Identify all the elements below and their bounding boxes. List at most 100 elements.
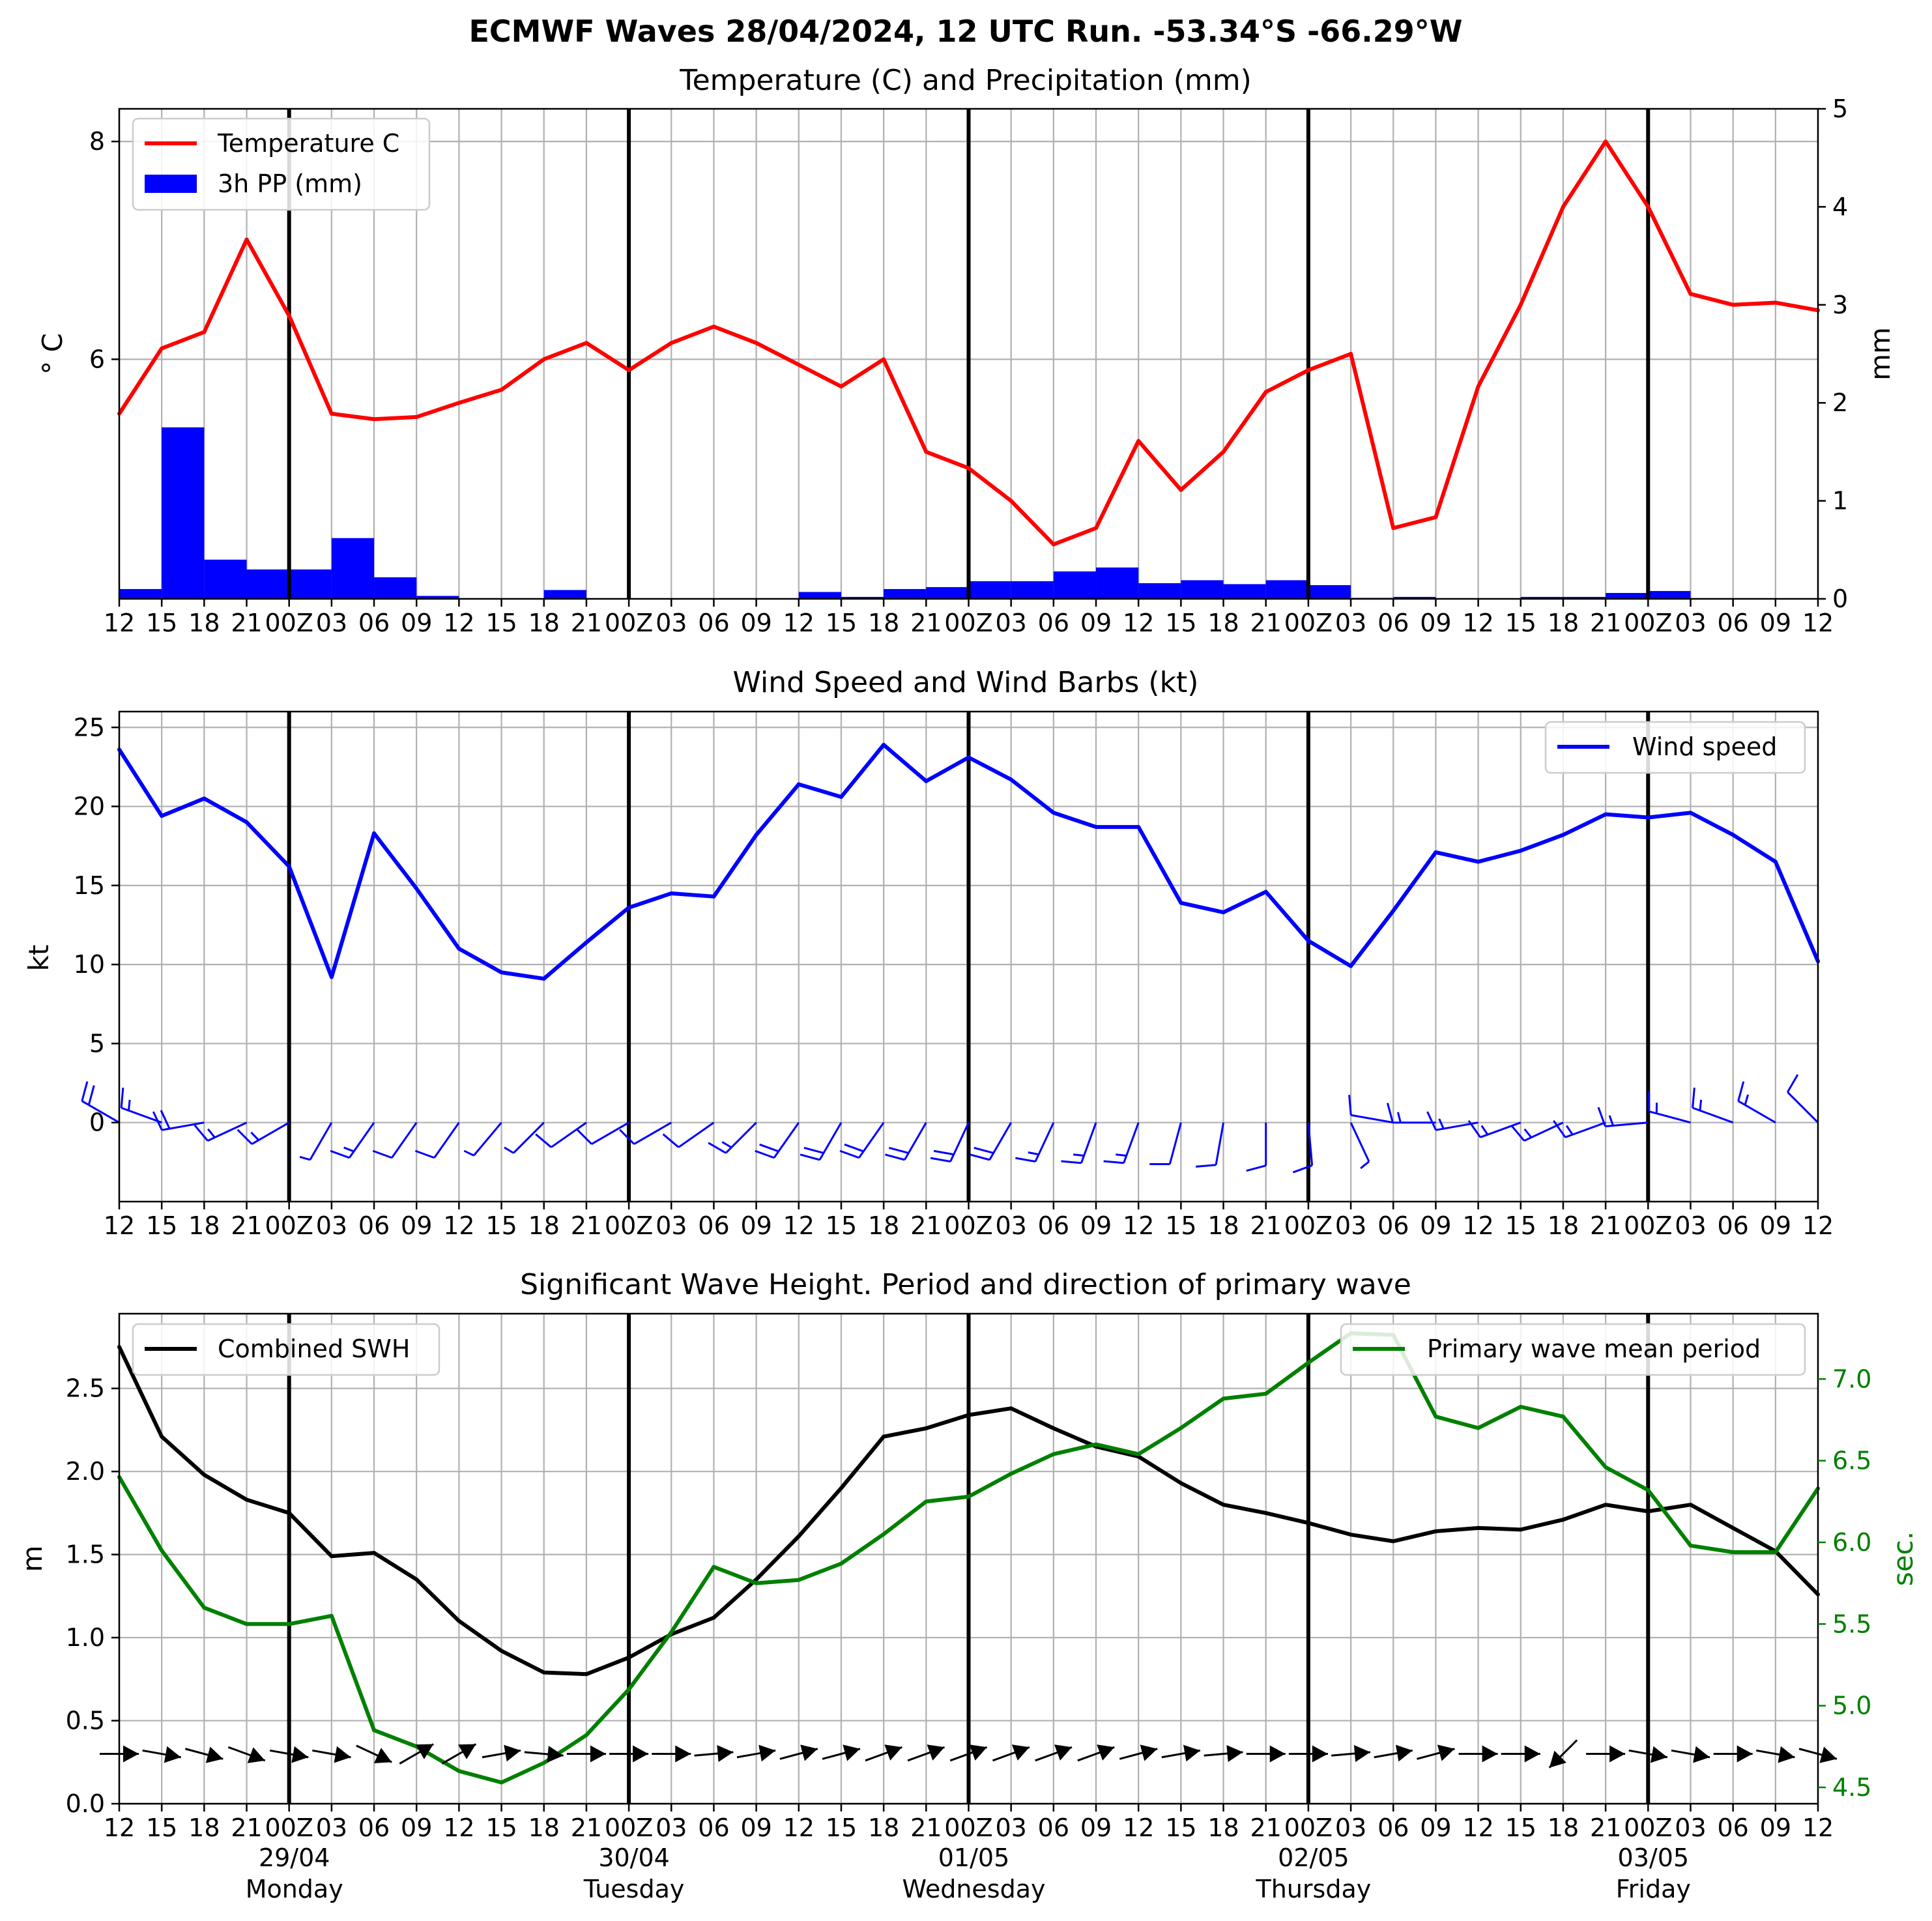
wind-barb-staff xyxy=(988,1121,1012,1161)
wind-barb-flag xyxy=(755,1149,775,1159)
swh-legend: Combined SWH xyxy=(132,1323,440,1376)
wind-speed-point xyxy=(1306,938,1310,943)
x-tick-label: 06 xyxy=(1717,1813,1748,1842)
arrow-head xyxy=(633,1745,649,1763)
precip-bar xyxy=(798,592,841,599)
y-tick-label: 2 xyxy=(1832,388,1848,417)
temperature-point xyxy=(712,325,716,329)
wind-barb-flag xyxy=(884,1153,905,1161)
wave-direction-arrow xyxy=(524,1746,564,1763)
wind-barb-staff xyxy=(348,1121,375,1159)
wind-panel: Wind Speed and Wind Barbs (kt) 0 5 10 15 20 2… xyxy=(23,666,1834,1240)
x-tick-label: 15 xyxy=(826,1211,857,1240)
swh-point xyxy=(754,1577,758,1582)
wind-barb xyxy=(1246,1122,1267,1172)
legend-box xyxy=(1340,1323,1806,1376)
legend-wind-label: Wind speed xyxy=(1632,732,1777,761)
wave-direction-arrow xyxy=(822,1744,861,1761)
swh-point xyxy=(287,1510,291,1515)
wind-barb-flag xyxy=(933,1149,954,1156)
x-tick-label: 15 xyxy=(485,609,517,637)
wind-barb-half-flag xyxy=(1396,1112,1402,1123)
x-tick-label: 09 xyxy=(1080,609,1112,637)
wind-barb-flag xyxy=(619,1129,635,1145)
wave-direction-arrow xyxy=(865,1744,902,1762)
swh-point xyxy=(584,1672,588,1677)
period-point xyxy=(1731,1550,1735,1554)
period-point xyxy=(882,1532,886,1537)
x-tick-label: 03 xyxy=(316,609,347,637)
y-tick-label: 6.5 xyxy=(1832,1447,1871,1475)
x-tick-label: 15 xyxy=(1165,1211,1196,1240)
wind-barb-staff xyxy=(949,1122,970,1163)
arrow-head xyxy=(1183,1744,1200,1762)
wind-barb-staff xyxy=(473,1121,502,1157)
arrow-head xyxy=(1819,1746,1837,1763)
wave-direction-arrow xyxy=(1501,1745,1540,1763)
x-tick-label: 06 xyxy=(1377,1813,1409,1842)
wave-direction-arrow xyxy=(482,1744,521,1762)
period-points xyxy=(117,1331,1820,1785)
x-tick-label: 15 xyxy=(146,1211,177,1240)
day-weekday-label: Wednesday xyxy=(902,1875,1045,1903)
swh-point xyxy=(1518,1527,1523,1532)
x-tick-label: 06 xyxy=(1717,1211,1748,1240)
wave-title: Significant Wave Height. Period and dire… xyxy=(520,1268,1411,1301)
arrow-head xyxy=(1140,1744,1158,1761)
day-labels: 29/04 Monday 30/04 Tuesday 01/05 Wednesday 02/… xyxy=(246,1843,1691,1903)
temperature-point xyxy=(457,401,461,405)
period-point xyxy=(1221,1396,1226,1401)
wind-speed-point xyxy=(287,864,291,869)
precip-bar xyxy=(1096,567,1139,599)
y-tick-label: 0.5 xyxy=(66,1707,105,1735)
x-tick-label: 00Z xyxy=(605,1813,653,1842)
wind-barb xyxy=(1061,1122,1097,1164)
wave-direction-arrow xyxy=(312,1746,351,1763)
arrow-head xyxy=(590,1745,606,1763)
precip-bar xyxy=(289,569,332,599)
y-tick-label: 4.5 xyxy=(1832,1773,1871,1802)
x-tick-label: 06 xyxy=(358,1211,390,1240)
wind-barb-half-flag xyxy=(721,1141,732,1149)
temperature-point xyxy=(1349,352,1353,356)
arrow-head xyxy=(1011,1744,1030,1761)
x-tick-label: 18 xyxy=(188,1813,220,1842)
swh-point xyxy=(160,1434,164,1439)
y-tick-label: 5.5 xyxy=(1832,1610,1871,1638)
x-tick-label: 21 xyxy=(231,1211,262,1240)
x-tick-label: 21 xyxy=(571,1813,602,1842)
swh-point xyxy=(1179,1481,1183,1486)
period-point xyxy=(160,1548,164,1553)
arrow-head xyxy=(717,1745,734,1762)
wind-speed-point xyxy=(584,940,588,945)
wind-barb-flag xyxy=(800,1153,820,1161)
x-tick-label: 21 xyxy=(910,1813,942,1842)
precip-bar xyxy=(1181,580,1224,599)
x-tick-label: 09 xyxy=(740,609,771,637)
arrow-head xyxy=(247,1747,265,1763)
x-tick-label: 06 xyxy=(1377,1211,1409,1240)
swh-point xyxy=(457,1619,461,1623)
x-tick-label: 09 xyxy=(401,1211,432,1240)
arrow-head xyxy=(373,1748,392,1763)
wind-speed-point xyxy=(627,905,631,910)
arrow-head xyxy=(884,1744,902,1761)
wind-barb-flag xyxy=(1196,1164,1217,1168)
temperature-point xyxy=(754,341,758,345)
wind-barb-flag xyxy=(81,1081,89,1102)
wind-barb-flag xyxy=(1787,1074,1799,1093)
arrow-head xyxy=(334,1746,351,1763)
day-date-label: 03/05 xyxy=(1618,1843,1690,1872)
x-tick-label: 00Z xyxy=(944,1813,992,1842)
wind-barb xyxy=(576,1121,629,1146)
x-tick-label: 21 xyxy=(910,609,942,637)
x-tick-label: 21 xyxy=(571,1211,602,1240)
x-tick-label: 12 xyxy=(104,1813,135,1842)
period-point xyxy=(541,1761,546,1765)
swh-point xyxy=(882,1434,886,1439)
x-tick-label: 00Z xyxy=(1284,609,1333,637)
wave-direction-arrow xyxy=(907,1744,945,1762)
period-point xyxy=(1051,1452,1056,1456)
temperature-point xyxy=(1094,526,1099,530)
arrow-head xyxy=(1269,1745,1286,1763)
